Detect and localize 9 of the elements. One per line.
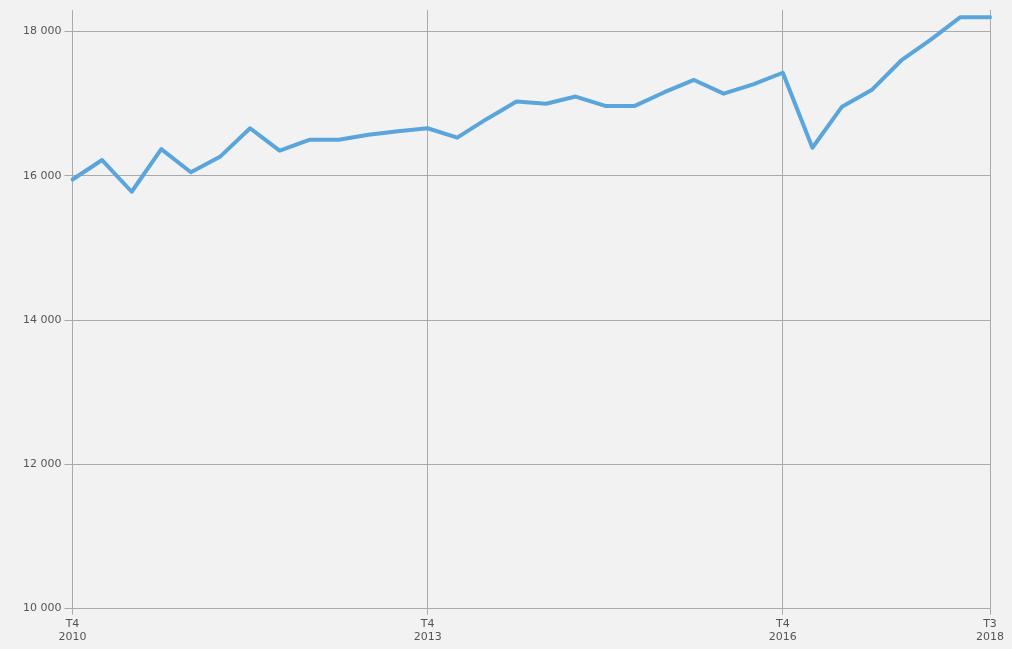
x-tick-label: T3 2018 [976, 617, 1004, 644]
x-tick-label: T4 2016 [768, 617, 797, 644]
y-tick-label: 12 000 [22, 457, 62, 471]
x-tick-label: T4 2013 [413, 617, 442, 644]
y-tick-label: 10 000 [22, 601, 62, 615]
x-tick-label: T4 2010 [58, 617, 87, 644]
y-tick-label: 18 000 [22, 24, 62, 38]
y-tick-label: 14 000 [22, 312, 62, 326]
y-tick-label: 16 000 [22, 168, 62, 182]
